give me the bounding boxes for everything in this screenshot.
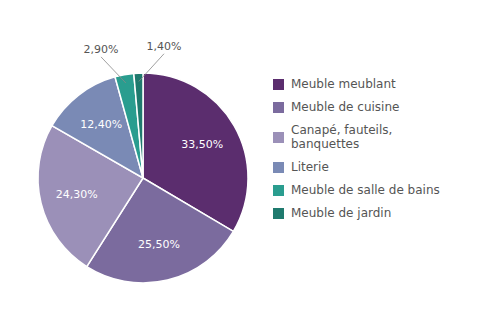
html-text:Meuble de salle de bains: Meuble de salle de bains [291, 183, 440, 197]
html-text:Meuble meublant: Meuble meublant [291, 77, 396, 91]
svg-text:24,30%: 24,30% [56, 188, 98, 201]
svg-text:25,50%: 25,50% [138, 238, 180, 251]
html-text:Meuble de cuisine: Meuble de cuisine [291, 100, 400, 114]
svg-text:33,50%: 33,50% [181, 138, 223, 151]
html-text:Meuble de jardin: Meuble de jardin [291, 206, 392, 220]
svg-text:12,40%: 12,40% [80, 118, 122, 131]
svg-text:1,40%: 1,40% [147, 40, 182, 53]
svg-text:2,90%: 2,90% [84, 43, 119, 56]
html-text:Literie: Literie [291, 160, 329, 174]
html-text:Canapé, fauteils, banquettes: Canapé, fauteils, banquettes [291, 123, 393, 151]
